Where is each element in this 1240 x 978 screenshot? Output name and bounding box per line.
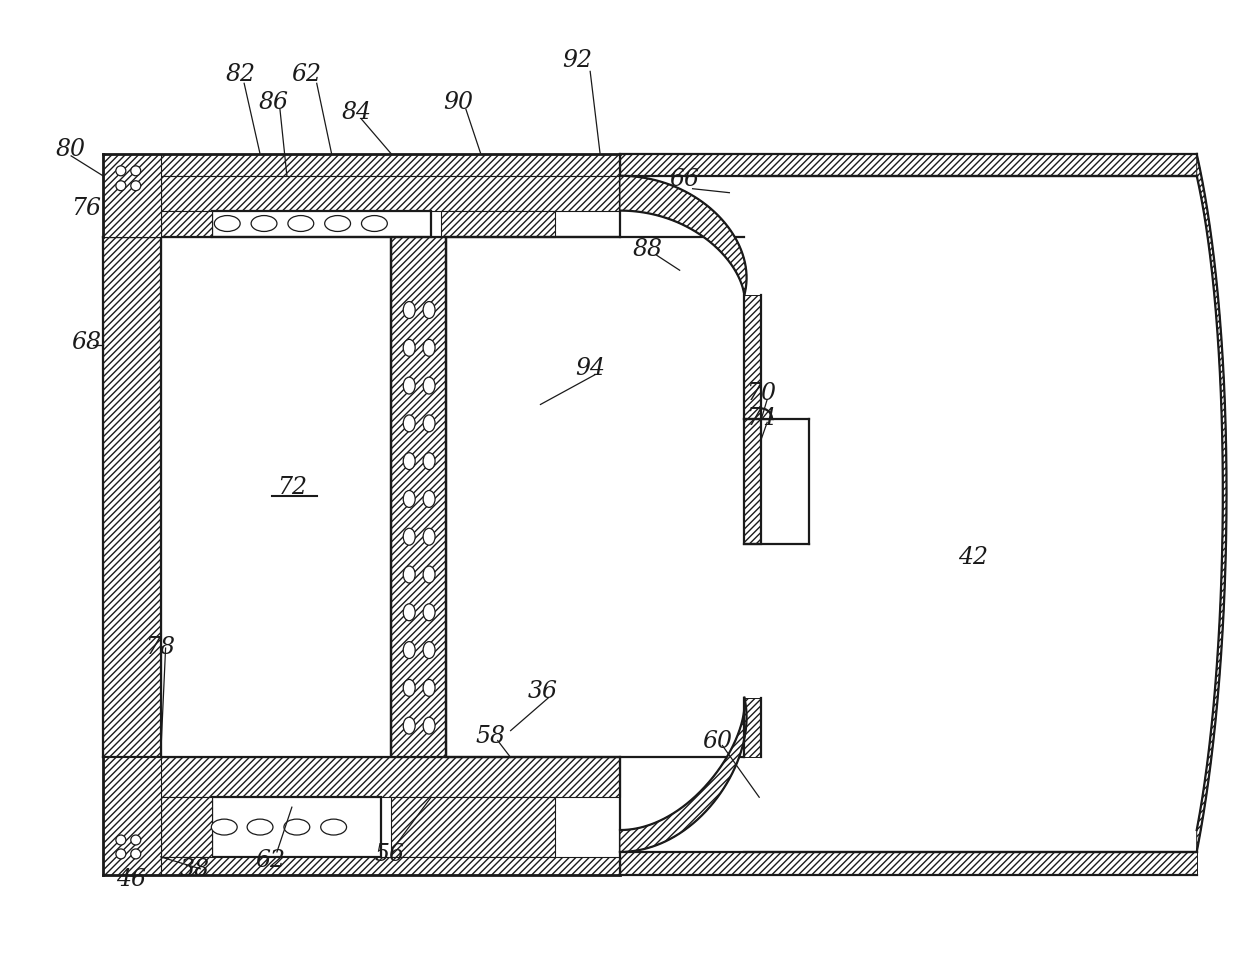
Text: 60: 60 [702, 730, 733, 752]
Text: 46: 46 [115, 867, 146, 890]
Text: 38: 38 [180, 858, 210, 880]
Ellipse shape [403, 529, 415, 546]
Ellipse shape [403, 340, 415, 357]
Polygon shape [161, 211, 212, 239]
Ellipse shape [403, 302, 415, 319]
Text: 72: 72 [277, 475, 306, 498]
Text: 62: 62 [255, 849, 285, 871]
Ellipse shape [252, 216, 277, 232]
Ellipse shape [247, 820, 273, 835]
Circle shape [115, 182, 125, 192]
Text: 76: 76 [71, 197, 100, 220]
Text: 58: 58 [476, 725, 506, 747]
Ellipse shape [321, 820, 346, 835]
Ellipse shape [288, 216, 314, 232]
Polygon shape [441, 211, 556, 239]
Polygon shape [744, 698, 761, 758]
Circle shape [130, 182, 140, 192]
Polygon shape [392, 797, 556, 857]
Polygon shape [212, 797, 382, 857]
Ellipse shape [403, 718, 415, 734]
Polygon shape [620, 852, 1197, 875]
Ellipse shape [403, 680, 415, 696]
Text: 84: 84 [341, 101, 372, 123]
Text: 88: 88 [632, 238, 663, 260]
Polygon shape [103, 758, 161, 875]
Text: 56: 56 [374, 843, 404, 866]
Text: 62: 62 [291, 63, 322, 86]
Polygon shape [620, 155, 1197, 177]
Polygon shape [103, 857, 620, 875]
Circle shape [130, 166, 140, 177]
Ellipse shape [423, 416, 435, 432]
Text: 68: 68 [71, 331, 100, 354]
Polygon shape [103, 758, 620, 797]
Polygon shape [620, 698, 746, 852]
Ellipse shape [423, 718, 435, 734]
Polygon shape [161, 177, 620, 211]
Text: 80: 80 [56, 138, 86, 161]
Circle shape [130, 835, 140, 845]
Ellipse shape [423, 642, 435, 659]
Polygon shape [103, 239, 161, 758]
Ellipse shape [362, 216, 387, 232]
Polygon shape [103, 155, 620, 177]
Circle shape [130, 849, 140, 859]
Polygon shape [392, 239, 446, 758]
Text: 82: 82 [226, 63, 255, 86]
Ellipse shape [423, 491, 435, 508]
Ellipse shape [403, 453, 415, 470]
Ellipse shape [403, 604, 415, 621]
Ellipse shape [403, 416, 415, 432]
Circle shape [115, 835, 125, 845]
Ellipse shape [325, 216, 351, 232]
Text: 90: 90 [443, 91, 472, 113]
Polygon shape [1197, 155, 1226, 852]
Text: 92: 92 [562, 49, 593, 71]
Text: 78: 78 [145, 635, 176, 658]
Ellipse shape [403, 566, 415, 583]
Ellipse shape [423, 604, 435, 621]
Ellipse shape [403, 491, 415, 508]
Polygon shape [744, 295, 761, 420]
Ellipse shape [403, 642, 415, 659]
Ellipse shape [403, 378, 415, 395]
Text: 86: 86 [259, 91, 289, 113]
Ellipse shape [215, 216, 241, 232]
Ellipse shape [423, 378, 435, 395]
Polygon shape [744, 420, 761, 544]
Ellipse shape [423, 529, 435, 546]
Ellipse shape [423, 680, 435, 696]
Circle shape [115, 166, 125, 177]
Text: 74: 74 [746, 407, 776, 429]
Polygon shape [103, 155, 161, 239]
Text: 70: 70 [746, 381, 776, 405]
Polygon shape [161, 797, 212, 857]
Text: 42: 42 [959, 546, 988, 568]
Ellipse shape [423, 302, 435, 319]
Text: 66: 66 [670, 168, 699, 191]
Ellipse shape [211, 820, 237, 835]
Circle shape [115, 849, 125, 859]
Text: 36: 36 [527, 680, 558, 702]
Ellipse shape [284, 820, 310, 835]
Ellipse shape [423, 453, 435, 470]
Text: 94: 94 [575, 357, 605, 379]
Ellipse shape [423, 340, 435, 357]
Polygon shape [212, 211, 432, 239]
Ellipse shape [423, 566, 435, 583]
Polygon shape [620, 177, 746, 295]
